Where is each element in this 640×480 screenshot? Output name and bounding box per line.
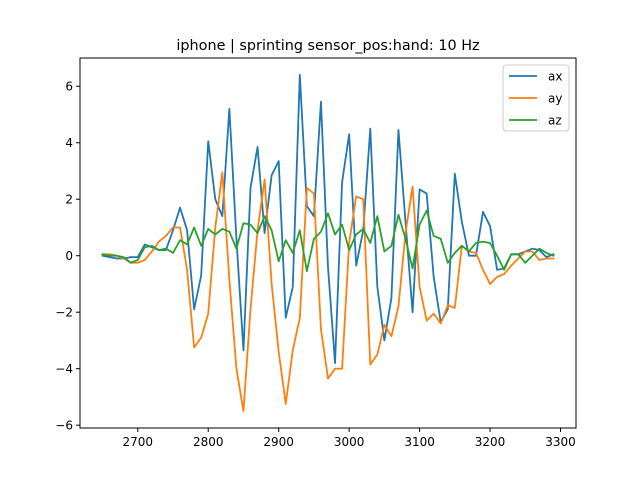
x-tick-label: 3100 bbox=[404, 435, 435, 449]
x-tick-label: 3200 bbox=[475, 435, 506, 449]
series-line-az bbox=[101, 209, 555, 273]
series-line-ax bbox=[101, 74, 555, 364]
legend-label-ax: ax bbox=[548, 70, 562, 84]
axes-layer: 2700 2800 2900 3000 3100 3200 3300 −6 −4 −2 0 2 4 6 bbox=[55, 57, 577, 449]
legend-label-ay: ay bbox=[548, 92, 562, 106]
legend-label-az: az bbox=[548, 114, 562, 128]
y-tick-label: 4 bbox=[65, 136, 73, 150]
x-tick-label: 2700 bbox=[122, 435, 153, 449]
x-tick-label: 3300 bbox=[545, 435, 576, 449]
y-tick-label: −6 bbox=[55, 419, 73, 433]
y-tick-label: 6 bbox=[65, 80, 73, 94]
chart-title: iphone | sprinting sensor_pos:hand: 10 H… bbox=[176, 38, 479, 54]
plot-frame bbox=[79, 57, 577, 429]
y-tick-label: 2 bbox=[65, 193, 73, 207]
series-line-ay bbox=[101, 171, 555, 412]
y-tick-label: 0 bbox=[65, 249, 73, 263]
legend: ax ay az bbox=[502, 64, 570, 132]
x-tick-label: 2800 bbox=[193, 435, 224, 449]
y-tick-label: −2 bbox=[55, 306, 73, 320]
x-tick-label: 3000 bbox=[334, 435, 365, 449]
y-tick-label: −4 bbox=[55, 362, 73, 376]
x-tick-label: 2900 bbox=[263, 435, 294, 449]
series-layer bbox=[101, 74, 555, 412]
